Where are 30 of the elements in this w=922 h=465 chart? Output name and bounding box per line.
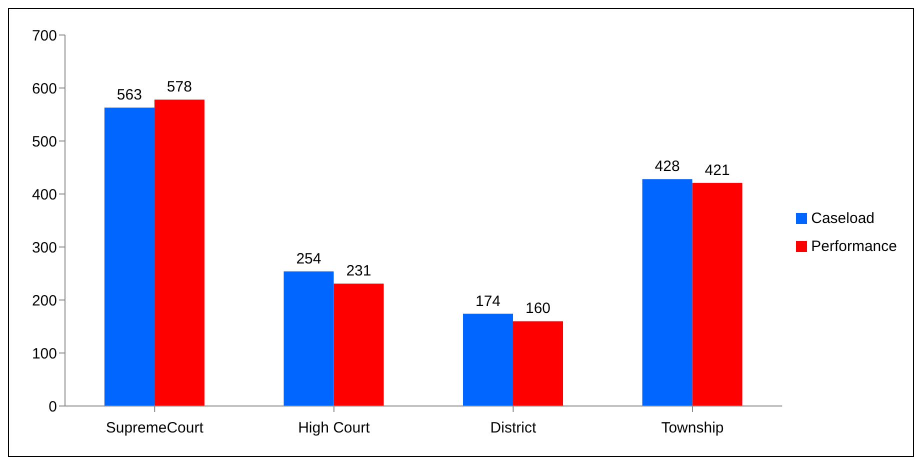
x-tick-label: Township	[661, 420, 724, 437]
bar	[154, 100, 204, 406]
bar	[692, 182, 742, 406]
y-tick-label: 600	[32, 80, 57, 98]
data-label: 160	[525, 300, 551, 318]
x-tick-label: District	[490, 420, 537, 437]
data-label: 563	[116, 86, 142, 104]
x-tick-label: High Court	[298, 420, 371, 437]
bar	[284, 271, 334, 406]
data-label: 578	[166, 78, 192, 96]
data-label: 421	[704, 162, 730, 179]
data-label: 231	[346, 262, 372, 280]
legend-label: Caseload	[811, 210, 875, 226]
y-tick-label: 700	[32, 27, 57, 44]
y-tick-label: 500	[32, 133, 57, 150]
data-label: 254	[296, 250, 322, 268]
y-tick-label: 400	[32, 186, 57, 204]
x-tick-label: SupremeCourt	[106, 420, 204, 437]
data-label: 428	[654, 158, 680, 176]
bar	[642, 179, 692, 406]
bar	[334, 284, 384, 406]
data-label: 174	[475, 292, 501, 310]
bar	[513, 321, 564, 406]
y-tick-label: 0	[48, 398, 57, 416]
y-tick-label: 300	[32, 239, 57, 256]
legend-label: Performance	[811, 238, 897, 254]
y-tick-label: 100	[32, 345, 57, 362]
y-tick-label: 200	[32, 292, 57, 310]
bar	[104, 108, 154, 406]
bar	[463, 314, 514, 406]
